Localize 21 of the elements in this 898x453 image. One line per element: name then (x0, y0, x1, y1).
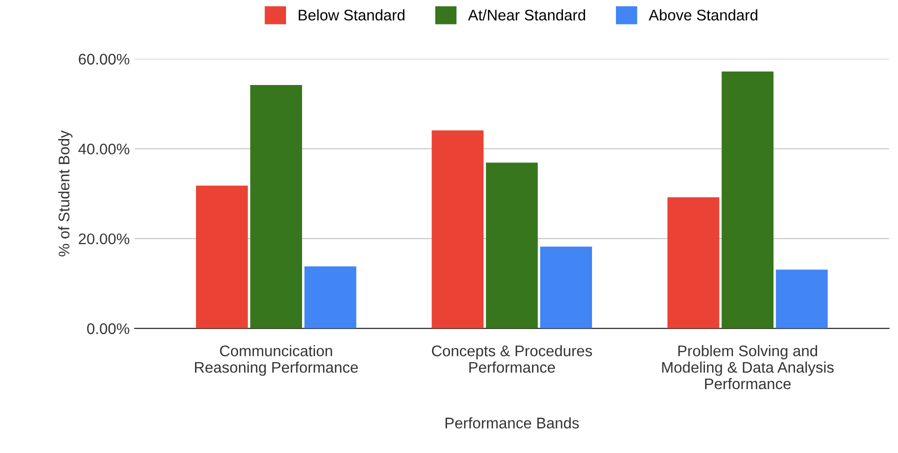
bar (776, 270, 828, 328)
x-tick-label: Problem Solving and Modeling & Data Analysis Performance (662, 345, 834, 390)
bar (432, 130, 484, 328)
x-axis-title: Performance Bands (446, 417, 579, 428)
bar (722, 71, 774, 328)
y-tick-label: 20.00% (78, 233, 130, 244)
bar (486, 162, 538, 328)
bar (196, 186, 248, 328)
x-tick-label: Communcication Reasoning Performance (195, 345, 358, 376)
x-tick-label: Concepts & Procedures Performance (432, 345, 592, 373)
y-tick-label: 60.00% (78, 54, 130, 65)
y-axis-title: % of Student Body (58, 130, 72, 256)
y-tick-label: 0.00% (87, 323, 130, 334)
legend-label: At/Near Standard (468, 9, 586, 21)
bar (250, 84, 302, 328)
legend-label: Above Standard (648, 9, 758, 21)
legend-label: Below Standard (298, 9, 404, 21)
bar (304, 266, 356, 328)
y-tick-label: 40.00% (78, 144, 130, 154)
bar (667, 197, 720, 328)
bar (540, 246, 592, 328)
